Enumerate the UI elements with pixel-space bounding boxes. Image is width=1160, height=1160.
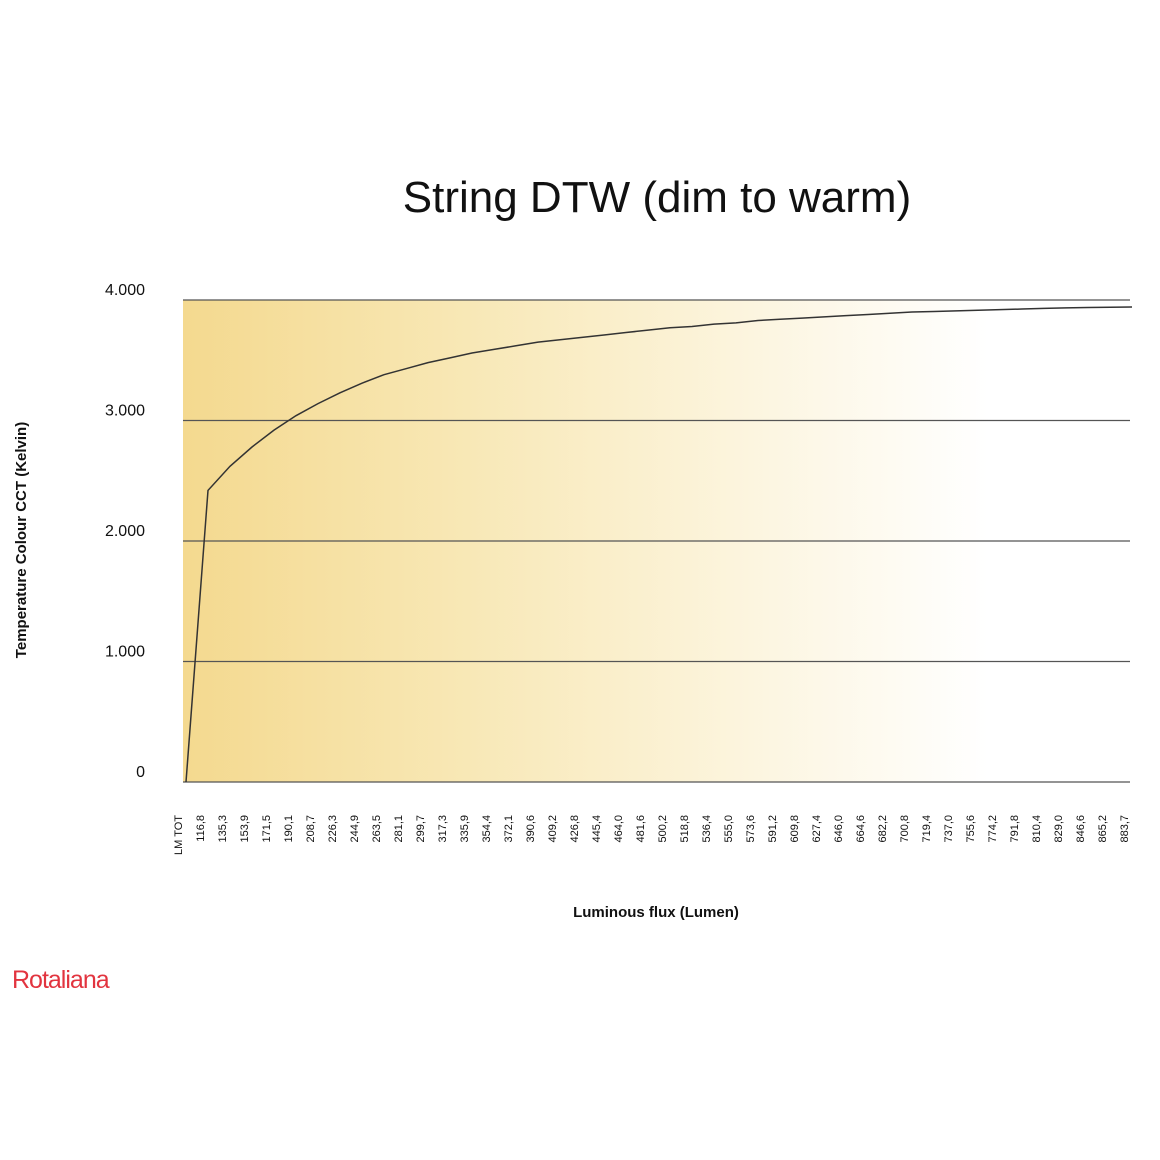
x-tick-label: 791,8 [1009, 815, 1021, 843]
x-tick-label: 536,4 [701, 815, 713, 843]
data-line [185, 306, 1133, 783]
x-tick-label: 409,2 [547, 815, 559, 843]
x-tick-label: 317,3 [437, 815, 449, 843]
x-tick-label: 518,8 [679, 815, 691, 843]
x-tick-label: 445,4 [591, 815, 603, 843]
x-tick-label: 426,8 [569, 815, 581, 843]
x-tick-label: 372,1 [503, 815, 515, 843]
y-tick-label: 2.000 [105, 523, 145, 540]
x-tick-label: 190,1 [283, 815, 295, 843]
x-tick-label: 883,7 [1119, 815, 1131, 843]
x-tick-label: LM TOT [173, 815, 185, 855]
x-tick-label: 719,4 [921, 815, 933, 843]
x-tick-label: 755,6 [965, 815, 977, 843]
x-tick-label: 135,3 [217, 815, 229, 843]
x-tick-label: 116,8 [195, 815, 207, 842]
y-axis-title: Temperature Colour CCT (Kelvin) [13, 422, 30, 658]
x-tick-label: 263,5 [371, 815, 383, 843]
x-tick-label: 700,8 [899, 815, 911, 843]
x-tick-label: 244,9 [349, 815, 361, 843]
x-tick-label: 591,2 [767, 815, 779, 843]
x-tick-label: 682,2 [877, 815, 889, 843]
brand-logo: Rotaliana [12, 966, 110, 994]
y-tick-label: 0 [136, 764, 145, 781]
x-tick-label: 153,9 [239, 815, 251, 843]
x-tick-label: 555,0 [723, 815, 735, 843]
y-tick-label: 1.000 [105, 644, 145, 661]
x-tick-label: 281,1 [393, 815, 405, 843]
x-tick-label: 646,0 [833, 815, 845, 843]
x-tick-label: 627,4 [811, 815, 823, 843]
x-tick-label: 500,2 [657, 815, 669, 843]
chart-title: String DTW (dim to warm) [403, 173, 911, 222]
x-tick-label: 846,6 [1075, 815, 1087, 843]
x-tick-label: 810,4 [1031, 815, 1043, 843]
x-tick-label: 664,6 [855, 815, 867, 843]
x-tick-label: 335,9 [459, 815, 471, 843]
x-tick-label: 774,2 [987, 815, 999, 843]
x-tick-label: 865,2 [1097, 815, 1109, 843]
y-tick-label: 4.000 [105, 282, 145, 299]
x-tick-label: 829,0 [1053, 815, 1065, 843]
x-tick-label: 226,3 [327, 815, 339, 843]
x-tick-label: 390,6 [525, 815, 537, 843]
x-tick-label: 609,8 [789, 815, 801, 843]
x-tick-label: 354,4 [481, 815, 493, 843]
x-tick-label: 737,0 [943, 815, 955, 843]
x-tick-label: 208,7 [305, 815, 317, 843]
x-tick-label: 573,6 [745, 815, 757, 843]
x-axis-title: Luminous flux (Lumen) [573, 904, 739, 921]
x-tick-label: 171,5 [261, 815, 273, 843]
x-tick-label: 299,7 [415, 815, 427, 843]
x-tick-label: 481,6 [635, 815, 647, 843]
x-tick-label: 464,0 [613, 815, 625, 843]
y-tick-label: 3.000 [105, 403, 145, 420]
